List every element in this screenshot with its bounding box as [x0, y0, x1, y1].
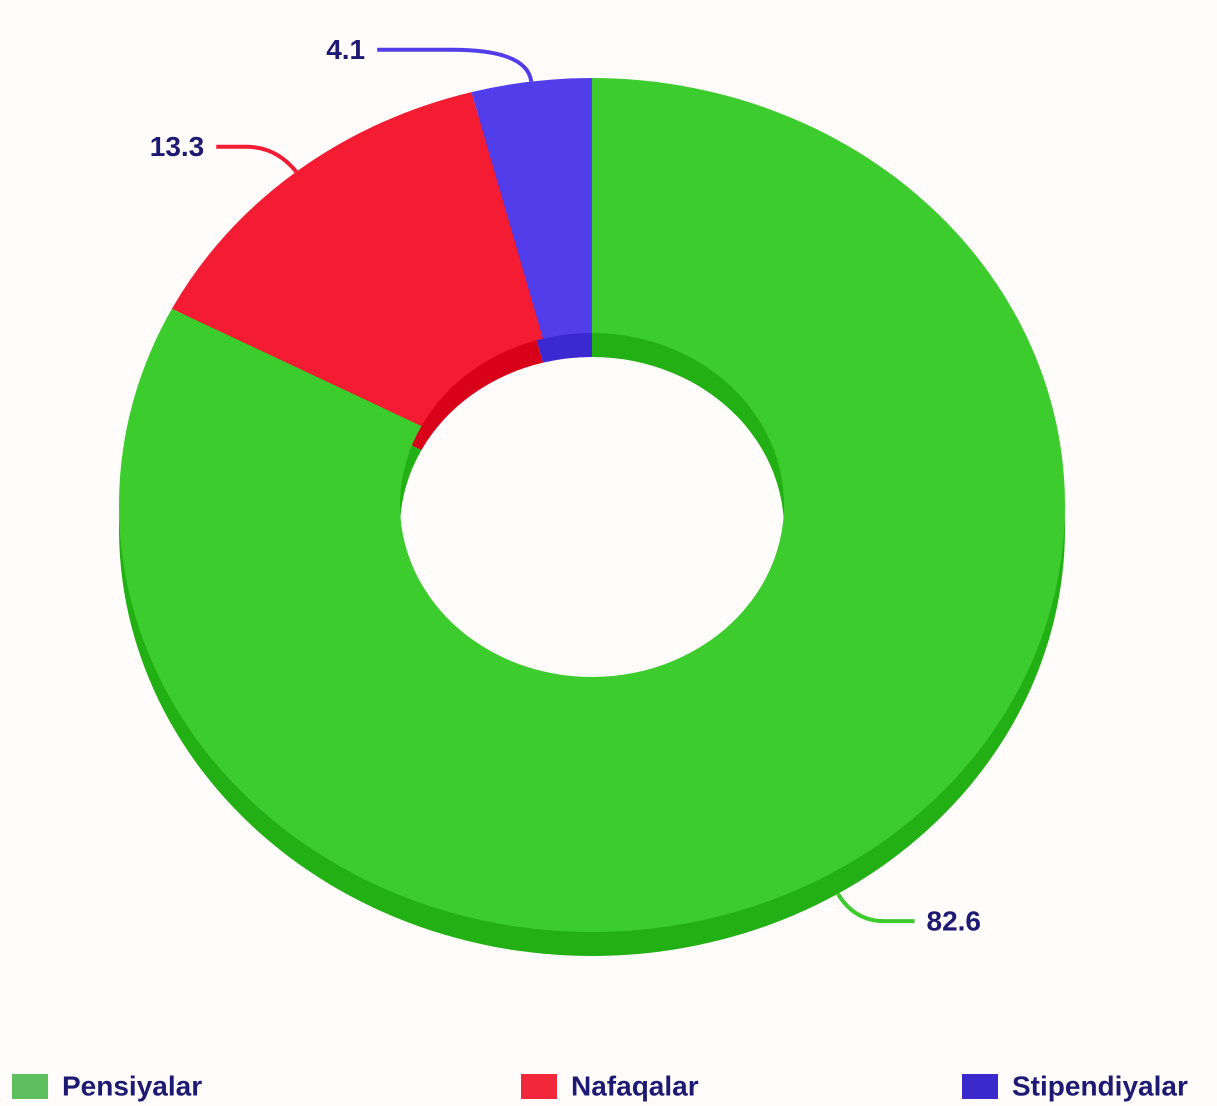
leader-line [377, 47, 534, 82]
legend-swatch [521, 1074, 557, 1099]
leader-line [836, 892, 915, 924]
slice [171, 92, 544, 426]
legend-swatch [962, 1074, 998, 1099]
leader-line [216, 144, 298, 174]
legend-label: Pensiyalar [62, 1070, 202, 1101]
legend-label: Nafaqalar [571, 1070, 699, 1101]
legend-swatch [12, 1074, 48, 1099]
slice [118, 78, 1065, 933]
data-label: 4.1 [326, 34, 365, 65]
data-label: 82.6 [927, 906, 982, 937]
data-label: 13.3 [150, 131, 205, 162]
legend-label: Stipendiyalar [1012, 1070, 1188, 1101]
slice [471, 78, 592, 339]
